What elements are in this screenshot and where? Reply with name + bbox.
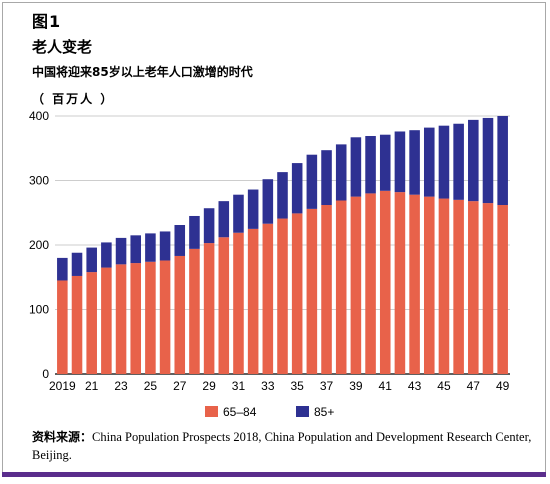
bar-85-plus <box>203 208 215 244</box>
legend-label: 85+ <box>314 405 334 419</box>
bar-85-plus <box>159 231 171 261</box>
x-tick-label: 43 <box>408 379 422 393</box>
bar-65-84 <box>203 243 215 374</box>
bar-65-84 <box>409 194 420 374</box>
bar-65-84 <box>130 263 142 374</box>
bar-65-84 <box>86 272 97 374</box>
bar-65-84 <box>159 260 171 374</box>
bar-65-84 <box>277 218 288 374</box>
x-tick-label: 23 <box>114 379 128 393</box>
x-tick-label: 37 <box>320 379 334 393</box>
bar-85-plus <box>174 225 186 256</box>
bar-65-84 <box>145 261 156 374</box>
legend-swatch <box>205 406 218 417</box>
bar-65-84 <box>321 205 332 374</box>
y-unit-label: （ 百万人 ） <box>32 92 115 106</box>
bar-85-plus <box>233 194 244 233</box>
bar-65-84 <box>350 196 362 374</box>
bar-65-84 <box>57 280 68 374</box>
x-tick-label: 29 <box>202 379 216 393</box>
chart-subtitle: 中国将迎来85岁以上老年人口激增的时代 <box>32 65 253 79</box>
bar-65-84 <box>189 248 200 374</box>
bar-65-84 <box>218 237 230 374</box>
bar-85-plus <box>247 189 259 229</box>
bar-85-plus <box>277 172 288 219</box>
bar-65-84 <box>394 192 406 374</box>
bar-85-plus <box>262 179 274 224</box>
figure-label: 图1 <box>32 12 62 31</box>
bar-65-84 <box>423 196 435 374</box>
bar-65-84 <box>497 205 508 374</box>
y-tick-label: 100 <box>29 303 49 317</box>
x-tick-label: 39 <box>349 379 363 393</box>
bar-85-plus <box>189 215 200 249</box>
bottom-rule <box>2 472 546 477</box>
source-note: 资料来源：China Population Prospects 2018, Ch… <box>32 428 537 464</box>
bar-85-plus <box>497 116 508 206</box>
bar-65-84 <box>468 201 479 374</box>
bar-85-plus <box>115 237 127 265</box>
bar-85-plus <box>394 131 406 193</box>
bar-65-84 <box>482 203 494 374</box>
x-tick-label: 35 <box>290 379 304 393</box>
bar-65-84 <box>438 198 450 374</box>
bar-85-plus <box>335 144 347 201</box>
bar-85-plus <box>379 134 391 191</box>
bar-85-plus <box>438 125 450 199</box>
x-tick-label: 45 <box>437 379 451 393</box>
bar-65-84 <box>233 232 244 374</box>
source-text: China Population Prospects 2018, China P… <box>32 430 532 462</box>
x-tick-label: 27 <box>173 379 187 393</box>
bar-85-plus <box>321 150 332 206</box>
chart-title: 老人变老 <box>32 38 93 56</box>
bar-85-plus <box>482 117 494 204</box>
bar-65-84 <box>453 199 464 374</box>
bar-85-plus <box>218 201 230 238</box>
x-tick-label: 31 <box>232 379 246 393</box>
bar-85-plus <box>365 135 376 194</box>
bar-85-plus <box>130 235 142 264</box>
bar-65-84 <box>306 208 318 374</box>
bar-65-84 <box>335 200 347 374</box>
legend-swatch <box>296 406 309 417</box>
bar-85-plus <box>306 154 318 209</box>
y-tick-label: 200 <box>29 238 49 252</box>
bar-85-plus <box>468 119 479 202</box>
bar-65-84 <box>71 275 83 374</box>
bar-65-84 <box>291 213 303 374</box>
source-label: 资料来源： <box>32 430 93 444</box>
x-tick-label: 33 <box>261 379 275 393</box>
bar-85-plus <box>423 127 435 197</box>
bar-65-84 <box>174 255 186 374</box>
bar-85-plus <box>101 242 112 268</box>
bar-85-plus <box>291 163 303 214</box>
x-tick-label: 25 <box>144 379 158 393</box>
x-tick-label: 2019 <box>49 379 76 393</box>
bar-65-84 <box>365 193 376 374</box>
bar-85-plus <box>57 257 68 281</box>
bar-65-84 <box>262 223 274 374</box>
x-tick-label: 47 <box>467 379 481 393</box>
bar-65-84 <box>115 264 127 374</box>
bar-65-84 <box>247 228 259 374</box>
bar-85-plus <box>86 247 97 273</box>
bar-85-plus <box>350 137 362 197</box>
x-tick-label: 41 <box>379 379 393 393</box>
bar-65-84 <box>101 267 112 374</box>
y-tick-label: 0 <box>42 367 49 381</box>
x-tick-label: 49 <box>496 379 510 393</box>
bar-85-plus <box>145 233 156 262</box>
y-tick-label: 400 <box>29 109 49 123</box>
bar-85-plus <box>453 123 464 200</box>
x-tick-label: 21 <box>85 379 99 393</box>
y-tick-label: 300 <box>29 174 49 188</box>
bar-65-84 <box>379 190 391 374</box>
bar-85-plus <box>409 130 420 195</box>
legend-label: 65–84 <box>223 405 257 419</box>
bar-85-plus <box>71 252 83 276</box>
